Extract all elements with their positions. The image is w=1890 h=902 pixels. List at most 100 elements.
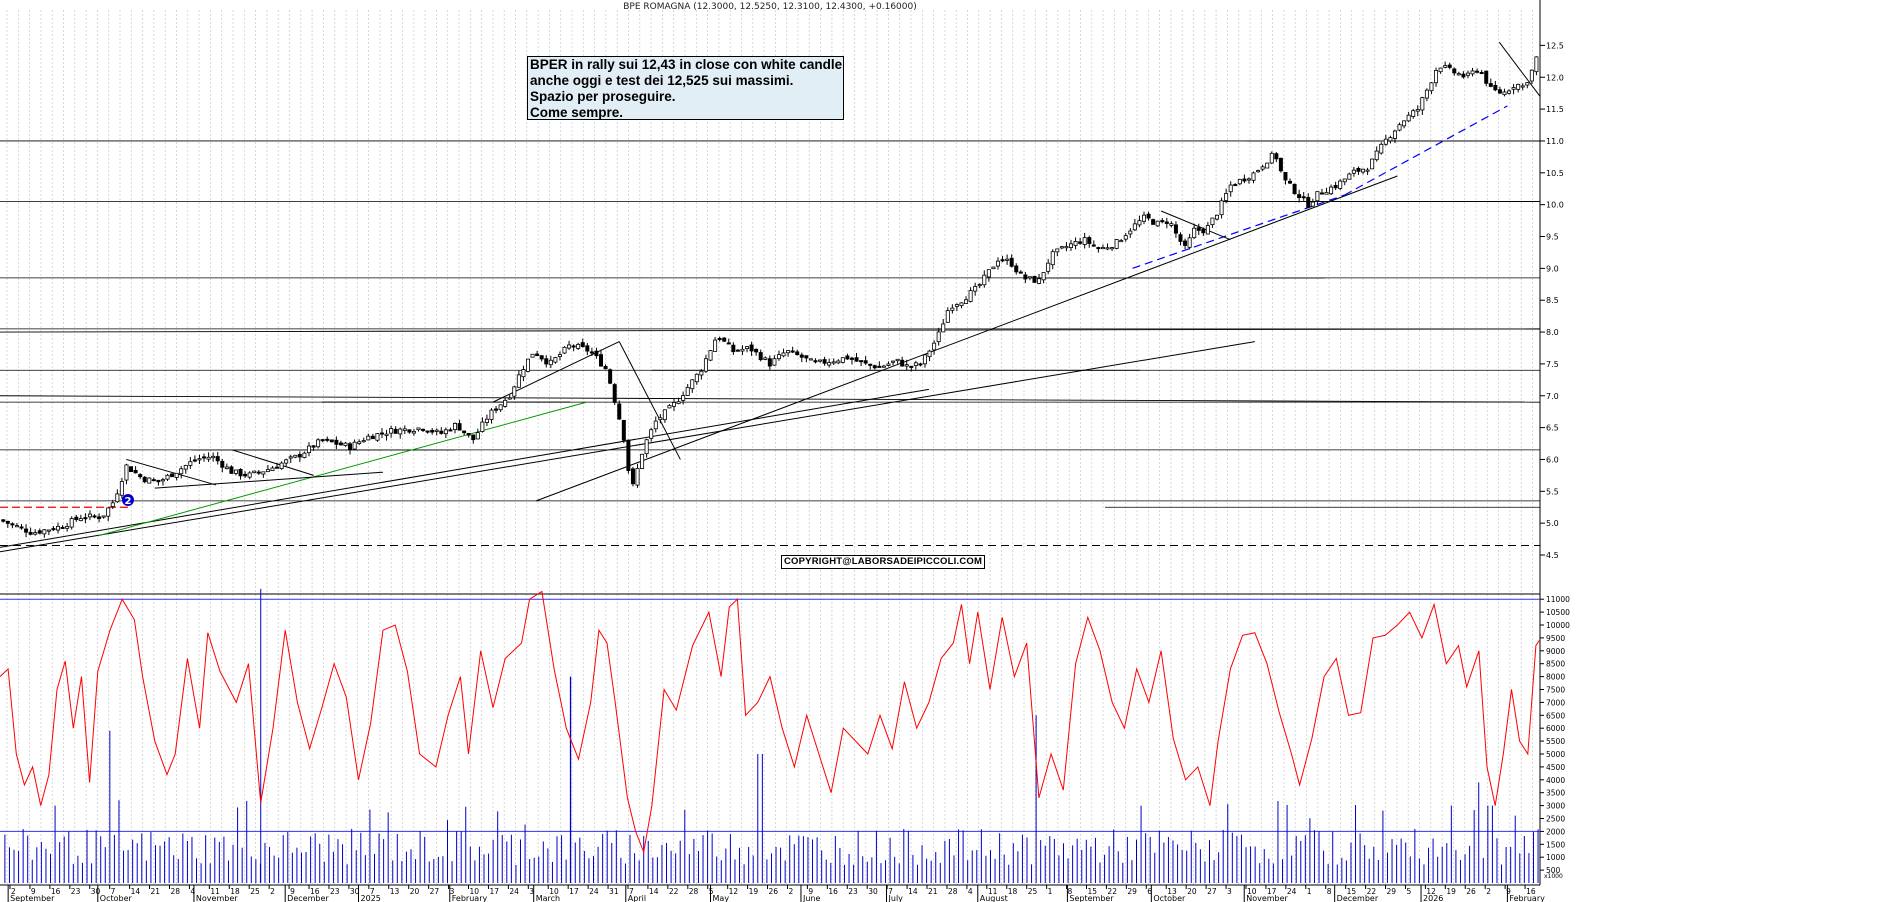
- date-tick-label: 14: [649, 887, 659, 896]
- month-label: September: [1069, 894, 1114, 902]
- candle-body: [452, 422, 457, 431]
- date-tick-label: 21: [151, 887, 161, 896]
- volume-tick-label: 6500: [1546, 711, 1565, 720]
- candle-body: [238, 468, 243, 477]
- candle-body: [1484, 70, 1489, 84]
- candle-body: [434, 429, 439, 432]
- candle-body: [740, 348, 745, 352]
- month-label: August: [980, 894, 1008, 902]
- candle-body: [754, 348, 759, 353]
- candle-body: [653, 420, 658, 430]
- candle-body: [489, 409, 494, 420]
- candle-body: [1205, 225, 1210, 235]
- candle-body: [192, 459, 197, 462]
- candle-body: [1274, 153, 1279, 160]
- date-tick-label: 19: [749, 887, 759, 896]
- candle-body: [1219, 200, 1224, 216]
- candle-body: [1023, 274, 1028, 280]
- candle-body: [443, 429, 448, 435]
- date-tick-label: 7: [888, 887, 893, 896]
- candle-body: [174, 472, 179, 478]
- candle-body: [211, 455, 216, 459]
- candle-body: [516, 374, 521, 388]
- candle-body: [717, 337, 722, 340]
- candle-body: [1351, 169, 1356, 174]
- candle-body: [1392, 130, 1397, 139]
- price-tick-label: 5.0: [1546, 519, 1559, 528]
- candle-body: [1265, 162, 1270, 169]
- candle-body: [877, 365, 882, 368]
- candle-body: [1306, 196, 1311, 208]
- candle-body: [685, 387, 690, 396]
- trendline: [154, 471, 383, 489]
- date-tick-label: 24: [509, 887, 519, 896]
- candle-body: [1493, 84, 1498, 91]
- candle-body: [863, 360, 868, 364]
- candle-body: [1215, 214, 1220, 220]
- date-tick-label: 27: [1207, 887, 1217, 896]
- candle-body: [471, 434, 476, 441]
- volume-tick-label: 6000: [1546, 724, 1565, 733]
- candle-body: [745, 346, 750, 349]
- price-tick-labels: 4.5 5.0 5.5 6.0 6.5 7.0 7.5 8.0 8.5 9.0 9.5 10.0 10.…: [1540, 41, 1564, 560]
- trendline: [126, 458, 217, 486]
- volume-unit-label: x1000: [1544, 873, 1563, 880]
- date-tick-label: 23: [71, 887, 81, 896]
- candle-body: [1224, 192, 1229, 201]
- candle-body: [129, 466, 134, 473]
- candle-body: [535, 353, 540, 356]
- candle-body: [512, 386, 517, 397]
- trendline: [1344, 105, 1508, 196]
- date-tick-label: 5: [1406, 887, 1411, 896]
- month-label: May: [713, 894, 730, 902]
- candle-body: [913, 362, 918, 366]
- candle-body: [991, 266, 996, 270]
- date-tick-label: 2: [1486, 887, 1491, 896]
- month-label: October: [1153, 894, 1186, 902]
- candle-body: [1283, 172, 1288, 181]
- candle-body: [430, 429, 435, 433]
- trendline: [492, 341, 620, 403]
- date-tick-label: 4: [190, 887, 195, 896]
- candle-body: [1151, 219, 1156, 225]
- date-tick-label: 22: [669, 887, 679, 896]
- annotation-box: BPER in rally sui 12,43 in close con whi…: [527, 56, 844, 120]
- volume-tick-label: 9500: [1546, 634, 1565, 643]
- candle-body: [179, 468, 184, 475]
- candle-body: [1406, 114, 1411, 122]
- month-label: 2025: [361, 894, 381, 902]
- date-tick-label: 3: [450, 887, 455, 896]
- candle-body: [1114, 239, 1119, 249]
- candle-body: [1128, 230, 1133, 235]
- month-label: February: [452, 894, 488, 902]
- volume-tick-label: 2500: [1546, 815, 1565, 824]
- candle-body: [1434, 70, 1439, 84]
- candle-body: [986, 269, 991, 278]
- candle-body: [1269, 152, 1274, 164]
- candle-body: [1146, 213, 1151, 219]
- candle-body: [151, 479, 156, 482]
- candle-body: [101, 515, 106, 518]
- candle-body: [37, 530, 42, 534]
- candle-body: [19, 526, 24, 529]
- date-tick-label: 7: [111, 887, 116, 896]
- date-tick-label: 27: [430, 887, 440, 896]
- trendline: [535, 175, 1398, 502]
- candle-body: [1137, 220, 1142, 226]
- month-label: September: [10, 894, 55, 902]
- candle-body: [959, 302, 964, 307]
- price-tick-label: 6.5: [1546, 424, 1559, 433]
- date-tick-label: 2: [788, 887, 793, 896]
- candle-body: [1032, 275, 1037, 283]
- candle-body: [1447, 64, 1452, 68]
- candle-body: [1027, 276, 1032, 279]
- date-tick-label: 28: [948, 887, 958, 896]
- candle-body: [1251, 172, 1256, 181]
- candle-body: [763, 357, 768, 360]
- trendline: [618, 341, 681, 460]
- price-tick-label: 12.5: [1546, 41, 1564, 50]
- candle-body: [1018, 271, 1023, 274]
- candle-body: [630, 468, 635, 485]
- candle-body: [370, 435, 375, 440]
- candle-body: [772, 358, 777, 366]
